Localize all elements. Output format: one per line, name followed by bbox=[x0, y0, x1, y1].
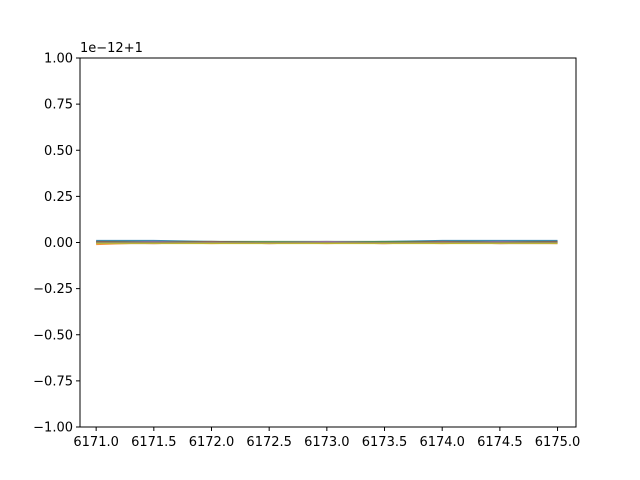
x-tick-label: 6173.5 bbox=[362, 435, 408, 450]
y-tick-label: −1.00 bbox=[33, 421, 73, 436]
y-tick-label: 0.75 bbox=[44, 98, 73, 113]
x-tick-label: 6174.0 bbox=[419, 435, 465, 450]
x-tick-label: 6171.5 bbox=[131, 435, 177, 450]
y-tick-label: −0.75 bbox=[33, 374, 73, 389]
x-tick-label: 6171.0 bbox=[73, 435, 119, 450]
y-axis-ticks: −1.00 −0.75 −0.50 −0.25 0.00 0.25 0.50 0.75 1.00 bbox=[33, 52, 80, 436]
x-tick-label: 6173.0 bbox=[304, 435, 350, 450]
x-axis-ticks: 6171.0 6171.5 6172.0 6172.5 6173.0 6173.5 6174… bbox=[73, 427, 580, 450]
y-tick-label: −0.25 bbox=[33, 282, 73, 297]
series-layer bbox=[96, 239, 558, 246]
y-tick-label: 0.25 bbox=[44, 190, 73, 205]
y-tick-label: −0.50 bbox=[33, 328, 73, 343]
y-tick-label: 0.00 bbox=[44, 236, 73, 251]
y-tick-label: 0.50 bbox=[44, 144, 73, 159]
x-tick-label: 6172.5 bbox=[246, 435, 292, 450]
x-tick-label: 6174.5 bbox=[477, 435, 523, 450]
y-tick-label: 1.00 bbox=[44, 52, 73, 67]
y-offset-label: 1e−12+1 bbox=[80, 41, 143, 56]
x-tick-label: 6175.0 bbox=[535, 435, 581, 450]
x-tick-label: 6172.0 bbox=[189, 435, 235, 450]
